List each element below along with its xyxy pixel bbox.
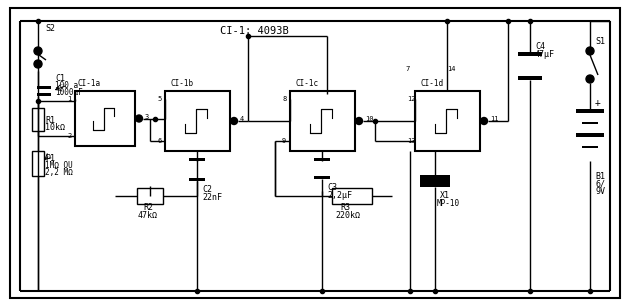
Circle shape [481,118,488,125]
Text: CI-1c: CI-1c [295,79,318,88]
Text: 10kΩ: 10kΩ [45,122,65,132]
Bar [290,91,355,151]
Text: S1: S1 [595,36,605,46]
Text: R1: R1 [45,115,55,125]
Text: 1000μF: 1000μF [55,88,83,96]
Circle shape [586,75,594,83]
Text: 1: 1 [67,96,71,102]
Text: 6: 6 [157,138,161,144]
Text: 8: 8 [282,96,286,102]
Text: 13: 13 [407,138,416,144]
Text: 3: 3 [145,114,149,120]
Text: 47μF: 47μF [535,50,555,58]
Text: 9V: 9V [595,188,605,196]
Bar [137,188,163,204]
Bar [582,146,598,148]
Text: C3: C3 [327,182,337,192]
Bar [32,151,44,176]
Text: 100 a: 100 a [55,80,78,89]
Text: +: + [595,98,601,108]
Bar [314,176,330,179]
Text: CI-1a: CI-1a [77,79,100,88]
Text: R3: R3 [340,203,350,212]
Text: C2: C2 [202,185,212,193]
Text: 220kΩ: 220kΩ [335,211,360,221]
Text: 2,2 MΩ: 2,2 MΩ [45,167,72,177]
Text: 7: 7 [406,66,410,72]
Bar [518,52,542,56]
Circle shape [231,118,238,125]
Text: 9: 9 [282,138,286,144]
Bar [518,76,542,80]
Bar [189,158,205,161]
Text: X1: X1 [440,191,450,200]
Text: MP-10: MP-10 [437,199,460,207]
Text: R2: R2 [143,203,153,212]
Text: 2,2μF: 2,2μF [327,191,352,200]
Text: 4: 4 [240,116,244,122]
Bar [314,158,330,161]
Text: S2: S2 [45,24,55,32]
Text: CI-1d: CI-1d [420,79,443,88]
Text: 6/: 6/ [595,180,605,188]
Bar [415,91,480,151]
Text: 14: 14 [447,66,455,72]
Circle shape [355,118,362,125]
Bar [165,91,230,151]
Text: 10: 10 [365,116,374,122]
Text: C4: C4 [535,42,545,50]
Text: CI-1: 4093B: CI-1: 4093B [220,26,289,36]
Bar [75,91,135,146]
Bar [189,178,205,181]
Bar [37,86,51,89]
Text: C1: C1 [55,73,65,83]
Text: B1: B1 [595,171,605,181]
Bar [332,188,372,204]
Text: 12: 12 [407,96,416,102]
Circle shape [34,47,42,55]
Text: 22nF: 22nF [202,192,222,201]
Circle shape [135,115,142,122]
Text: 11: 11 [490,116,498,122]
Bar [420,175,450,187]
Text: 47kΩ: 47kΩ [138,211,158,221]
Text: 2: 2 [67,133,71,139]
Circle shape [34,60,42,68]
Text: 5: 5 [157,96,161,102]
Text: P1: P1 [45,154,55,162]
Bar [582,122,598,124]
Bar [37,93,51,96]
Bar [32,108,44,131]
Bar [576,133,604,137]
Bar [576,109,604,113]
Text: 1MΩ OU: 1MΩ OU [45,161,72,170]
Circle shape [586,47,594,55]
Text: CI-1b: CI-1b [170,79,193,88]
